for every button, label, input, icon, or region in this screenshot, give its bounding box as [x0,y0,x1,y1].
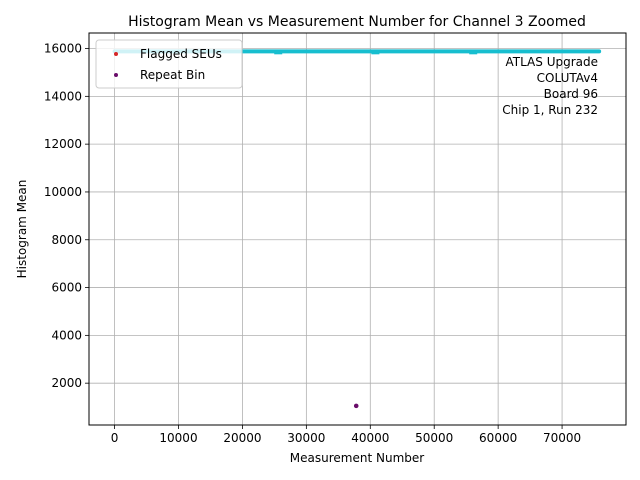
y-tick-label: 8000 [51,233,82,247]
legend-label-flagged-seus: Flagged SEUs [140,47,222,61]
annotation-block: ATLAS Upgrade COLUTAv4 Board 96 Chip 1, … [502,55,598,117]
y-tick-label: 6000 [51,281,82,295]
y-axis-label: Histogram Mean [15,180,29,279]
x-tick-label: 40000 [351,431,389,445]
y-tick-label: 12000 [44,137,82,151]
x-tick-label: 50000 [415,431,453,445]
y-tick-label: 10000 [44,185,82,199]
x-tick-label: 70000 [543,431,581,445]
y-tick-label: 4000 [51,328,82,342]
grid-lines [89,33,626,425]
x-tick-label: 10000 [159,431,197,445]
legend: Flagged SEUs Repeat Bin [95,39,243,89]
legend-marker-flagged-seus [114,52,118,56]
y-tick-label: 14000 [44,89,82,103]
annotation-line-1: ATLAS Upgrade [505,55,598,69]
annotation-line-2: COLUTAv4 [537,71,598,85]
x-axis-label: Measurement Number [290,451,424,465]
data-point [353,403,359,409]
legend-label-repeat-bin: Repeat Bin [140,68,205,82]
annotation-line-3: Board 96 [544,87,598,101]
plot-frame [88,32,627,426]
main-series-dip [371,50,380,55]
x-tick-label: 60000 [479,431,517,445]
main-series-dip [469,50,478,55]
main-series-dip [274,50,283,55]
y-tick-label: 2000 [51,376,82,390]
x-tick-label: 30000 [287,431,325,445]
x-tick-label: 20000 [223,431,261,445]
annotation-line-4: Chip 1, Run 232 [502,103,598,117]
legend-box [95,39,243,89]
chart-title: Histogram Mean vs Measurement Number for… [128,14,586,30]
x-tick-label: 0 [111,431,119,445]
axis-ticks: 0 10000 20000 30000 40000 50000 60000 70000 2000… [44,42,581,445]
y-tick-label: 16000 [44,42,82,56]
legend-marker-repeat-bin [114,73,118,77]
